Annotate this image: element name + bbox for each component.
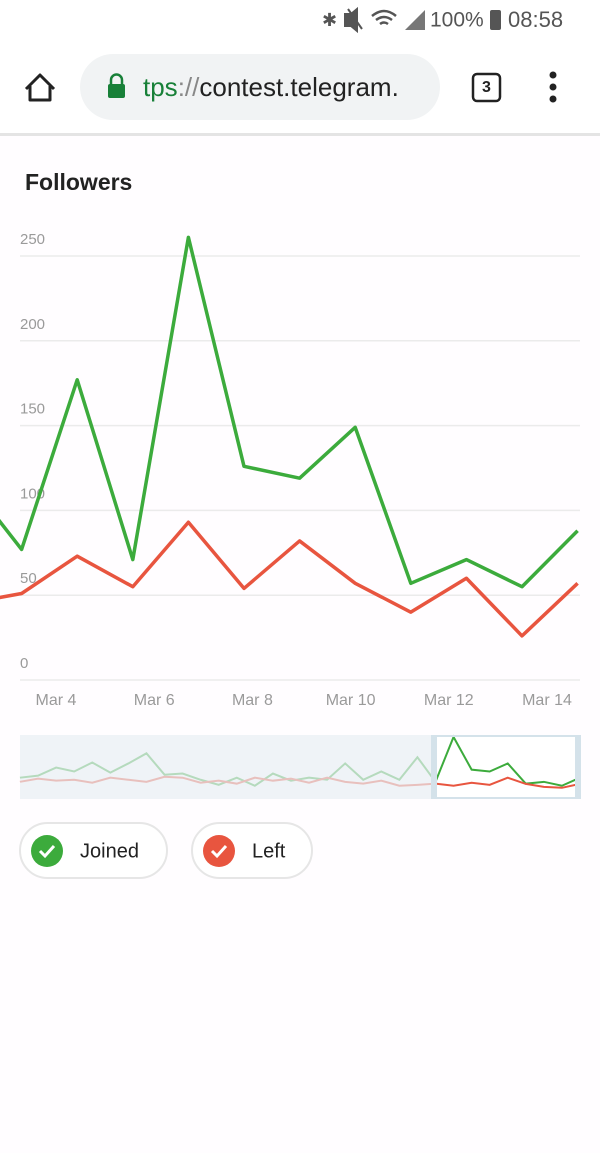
toolbar-shadow — [0, 133, 600, 136]
menu-button[interactable] — [549, 71, 557, 103]
navigator-handle — [432, 735, 437, 799]
legend-check — [203, 835, 235, 867]
url-separator: :// — [178, 72, 200, 102]
y-tick-label: 250 — [20, 231, 45, 248]
y-tick-label: 0 — [20, 655, 28, 672]
wifi-icon — [371, 9, 397, 26]
url-host: contest.telegram. — [199, 72, 398, 102]
bluetooth-icon: ✱ — [322, 10, 337, 30]
url: tps://contest.telegram. — [143, 72, 399, 102]
navigator-handle — [576, 735, 581, 799]
x-tick-label: Mar 12 — [424, 692, 474, 709]
signal-icon — [405, 10, 425, 30]
check-icon — [38, 844, 56, 859]
battery-percent: 100% — [430, 9, 484, 32]
home-button[interactable] — [24, 73, 56, 102]
tab-count: 3 — [482, 79, 491, 96]
chart-title: Followers — [25, 169, 132, 195]
x-tick-label: Mar 14 — [522, 692, 572, 709]
legend-label: Joined — [80, 840, 139, 862]
x-tick-label: Mar 4 — [36, 692, 77, 709]
legend-label: Left — [252, 840, 286, 862]
url-bar[interactable] — [80, 54, 440, 120]
lock-shackle — [109, 73, 124, 84]
series-line — [0, 520, 579, 638]
check-icon — [210, 844, 228, 859]
clock: 08:58 — [508, 7, 563, 32]
tab-switcher[interactable] — [471, 72, 502, 103]
legend-button[interactable] — [19, 822, 168, 879]
battery-icon — [490, 10, 501, 30]
x-tick-label: Mar 10 — [326, 692, 376, 709]
mute-icon — [344, 6, 363, 34]
legend-check — [31, 835, 63, 867]
url-scheme: tps — [143, 72, 178, 102]
series-line — [0, 235, 579, 589]
x-tick-label: Mar 6 — [134, 692, 175, 709]
x-tick-label: Mar 8 — [232, 692, 273, 709]
lock-icon — [108, 84, 125, 98]
navigator[interactable] — [19, 734, 581, 799]
y-tick-label: 150 — [20, 401, 45, 418]
navigator-mask — [20, 735, 432, 799]
y-tick-label: 200 — [20, 316, 45, 333]
y-tick-label: 50 — [20, 570, 37, 587]
